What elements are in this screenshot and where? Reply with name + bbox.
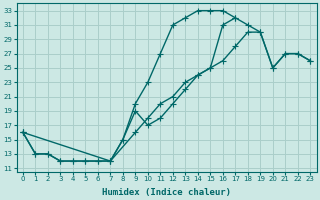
X-axis label: Humidex (Indice chaleur): Humidex (Indice chaleur) — [102, 188, 231, 197]
